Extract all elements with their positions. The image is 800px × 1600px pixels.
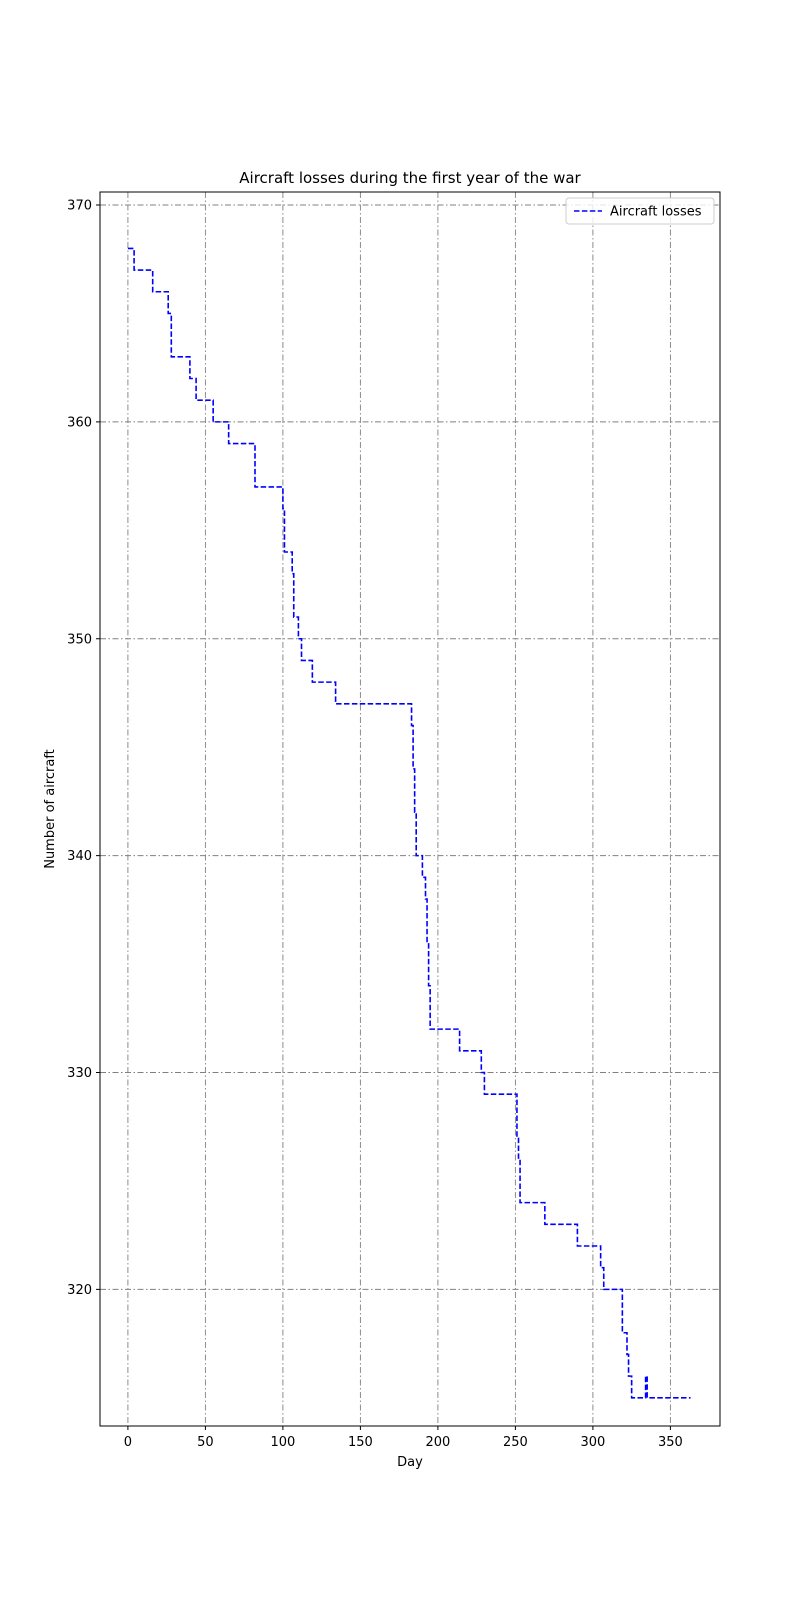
series-line-aircraft-losses (127, 247, 691, 1399)
x-tick-label: 100 (270, 1435, 295, 1450)
y-tick-label: 350 (67, 632, 92, 647)
legend-box (565, 197, 715, 225)
x-tick-label: 200 (425, 1435, 450, 1450)
x-tick-label: 150 (348, 1435, 373, 1450)
x-tick-label: 300 (580, 1435, 605, 1450)
legend: Aircraft losses (565, 197, 715, 225)
y-tick-label: 330 (67, 1066, 92, 1081)
series-layer (127, 247, 691, 1399)
x-tick-label: 0 (124, 1435, 132, 1450)
y-tick-label: 370 (67, 199, 92, 214)
legend-label: Aircraft losses (610, 205, 702, 220)
x-tick-label: 350 (658, 1435, 683, 1450)
x-axis-label: Day (397, 1455, 423, 1470)
y-tick-label: 360 (67, 415, 92, 430)
y-tick-label: 340 (67, 849, 92, 864)
chart-title: Aircraft losses during the first year of… (239, 169, 581, 187)
axis-ticks: 0 50 100 150 200 250 300 350 320 330 340 350 360 370 (67, 199, 683, 1450)
plot-frame (99, 191, 721, 1427)
y-tick-label: 320 (67, 1283, 92, 1298)
x-tick-label: 50 (197, 1435, 214, 1450)
y-axis-label: Number of aircraft (43, 749, 58, 869)
x-tick-label: 250 (503, 1435, 528, 1450)
